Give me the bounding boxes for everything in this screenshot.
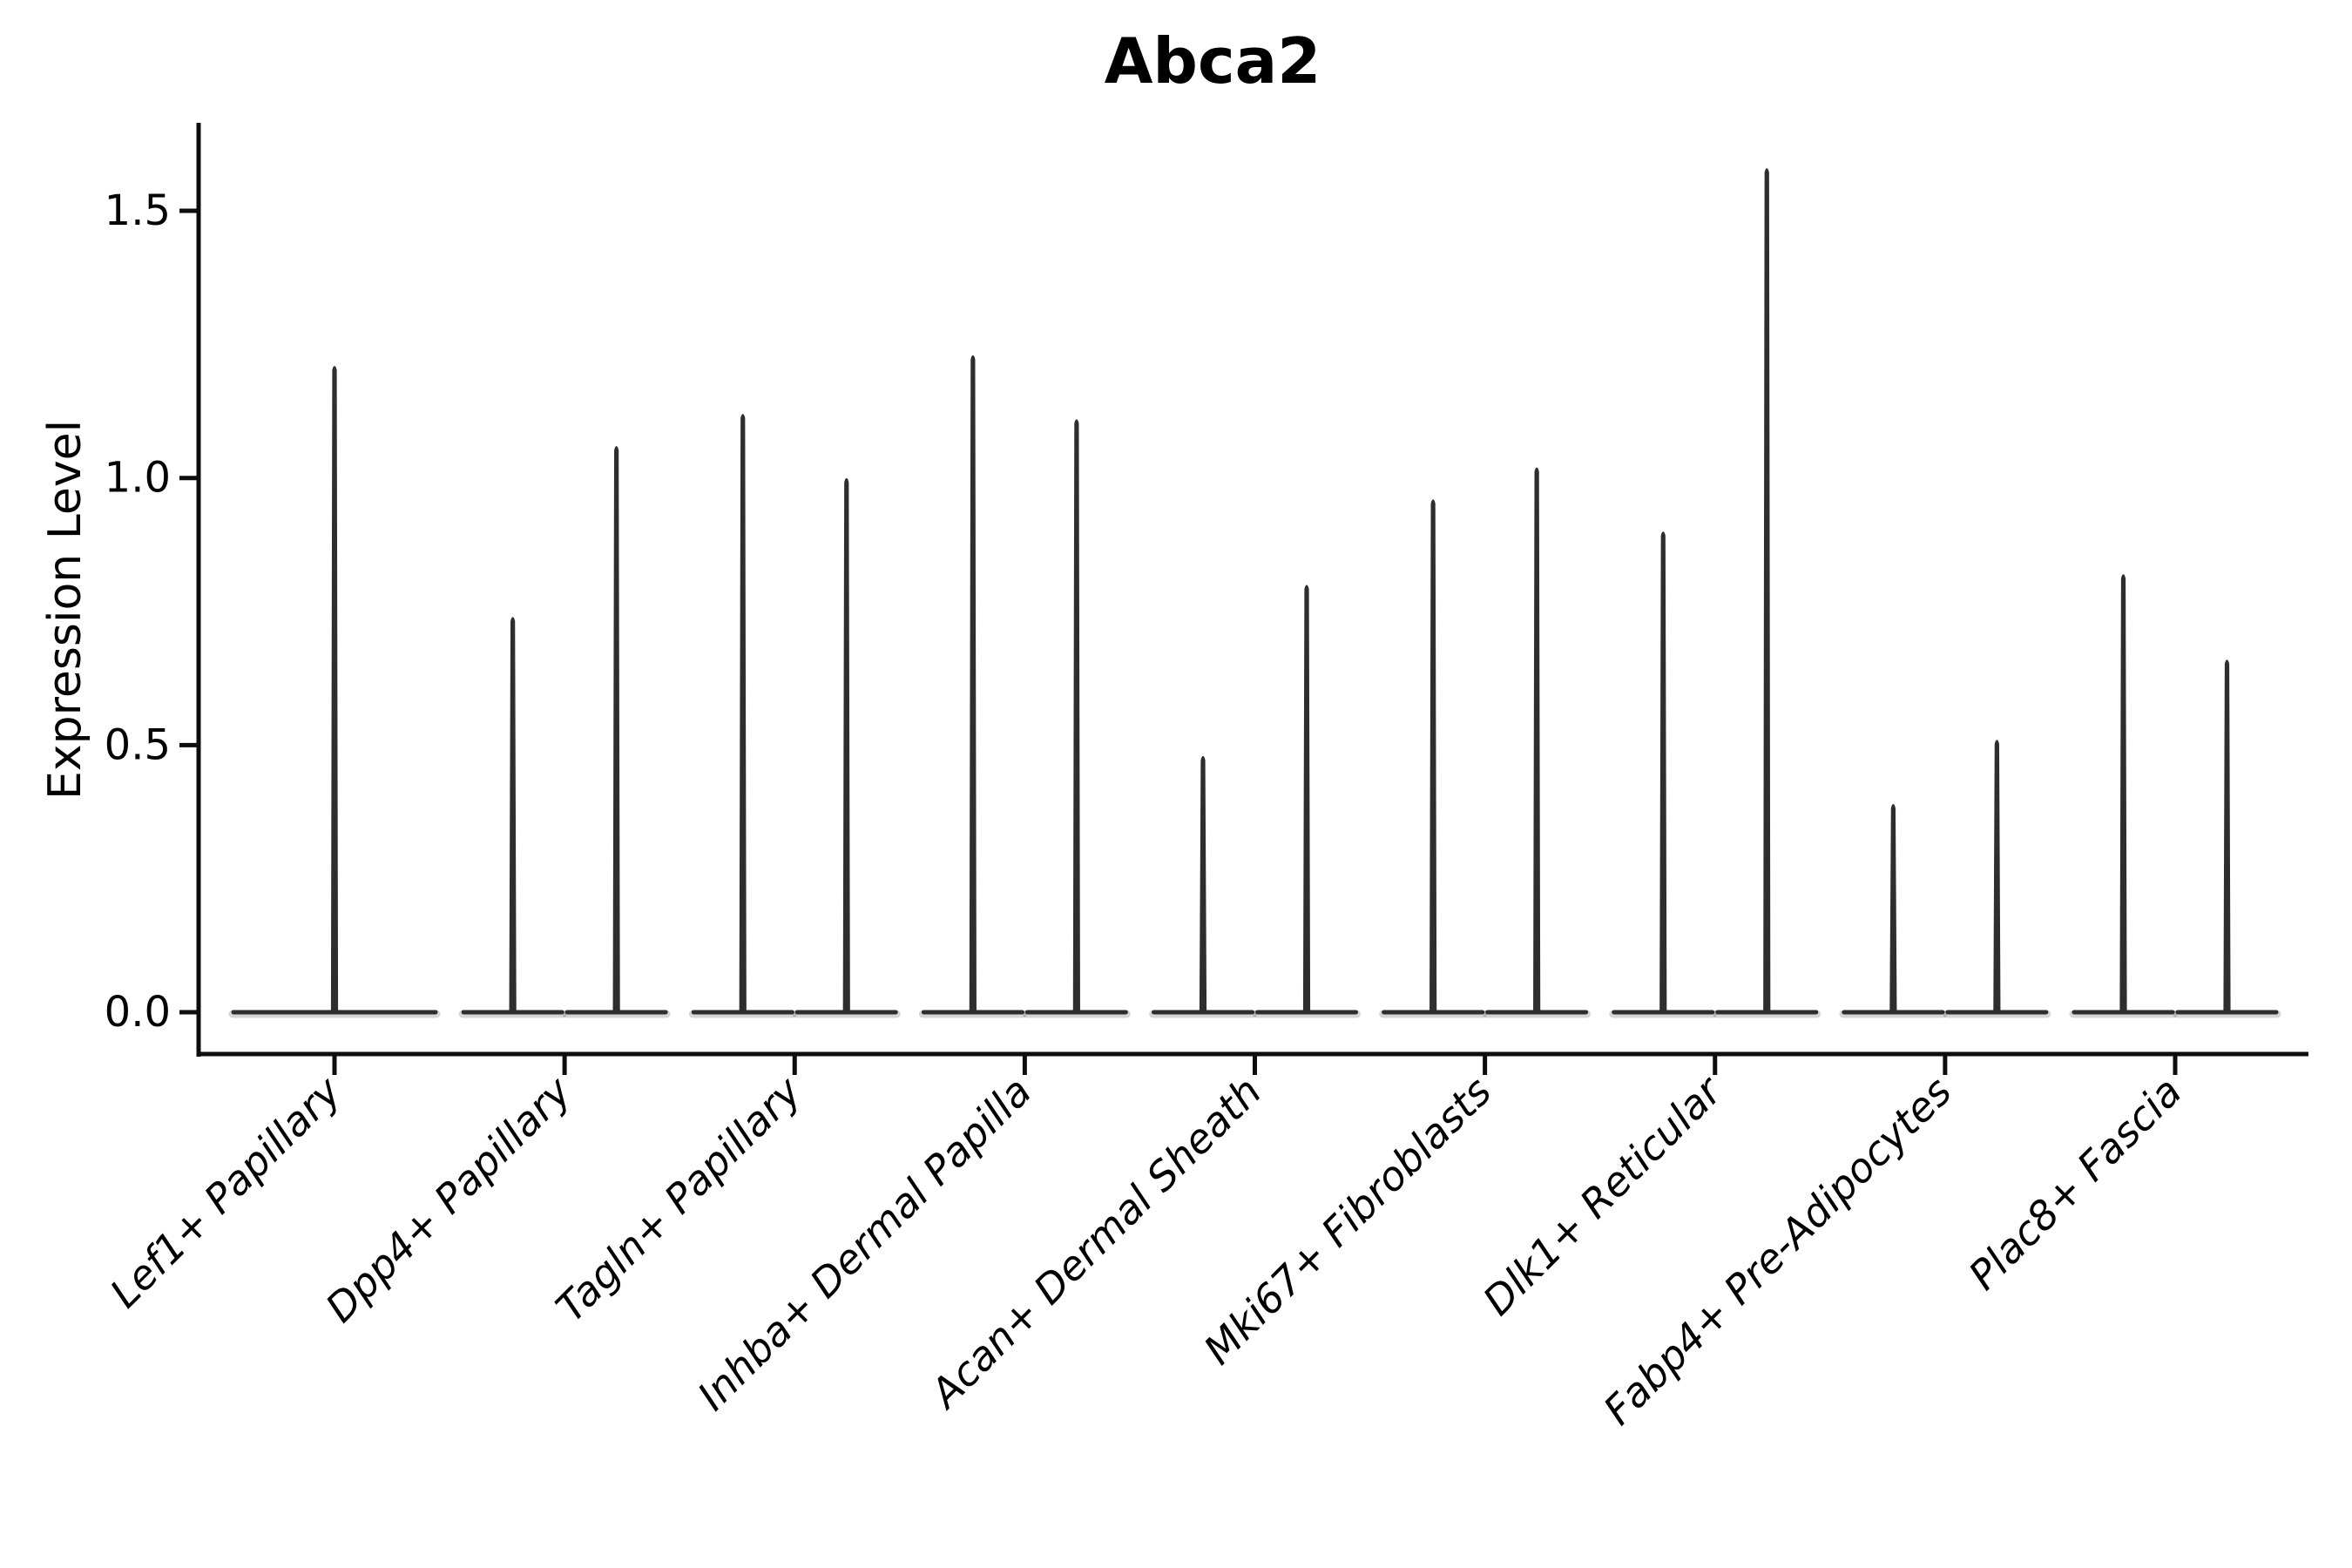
violin-spike bbox=[1429, 499, 1437, 1013]
x-tick-label: Tagln+ Papillary bbox=[547, 1067, 811, 1331]
violin-spike bbox=[2223, 659, 2231, 1013]
violin-spike bbox=[330, 366, 339, 1013]
y-tick-label-0.0: 0.0 bbox=[105, 988, 171, 1037]
y-tick-label-1.0: 1.0 bbox=[105, 454, 171, 503]
violin-spike bbox=[509, 617, 517, 1013]
violin-spike bbox=[1659, 531, 1667, 1013]
violin-spike bbox=[1889, 804, 1897, 1013]
x-tick-label: Plac8+ Fascia bbox=[1959, 1068, 2190, 1299]
x-tick-label: Dpp4+ Papillary bbox=[316, 1067, 580, 1331]
chart-title: Abca2 bbox=[1104, 24, 1321, 98]
violin-spike bbox=[1993, 740, 2001, 1013]
violin-spike bbox=[1763, 168, 1771, 1013]
x-tick-label: Lef1+ Papillary bbox=[101, 1067, 350, 1316]
violin-spike bbox=[2119, 574, 2127, 1013]
violin-spike bbox=[969, 355, 977, 1013]
violin-spike bbox=[842, 477, 850, 1013]
y-tick-label-0.5: 0.5 bbox=[105, 720, 171, 769]
violin-spike bbox=[612, 446, 620, 1013]
violin-spike bbox=[739, 414, 747, 1013]
y-tick-label-1.5: 1.5 bbox=[105, 186, 171, 235]
violin-spike bbox=[1199, 755, 1207, 1013]
violin-spike bbox=[1302, 585, 1311, 1013]
violin-spike bbox=[1072, 419, 1080, 1013]
violin-spike bbox=[1533, 467, 1541, 1013]
x-tick-label: Dlk1+ Reticular bbox=[1474, 1065, 1733, 1324]
